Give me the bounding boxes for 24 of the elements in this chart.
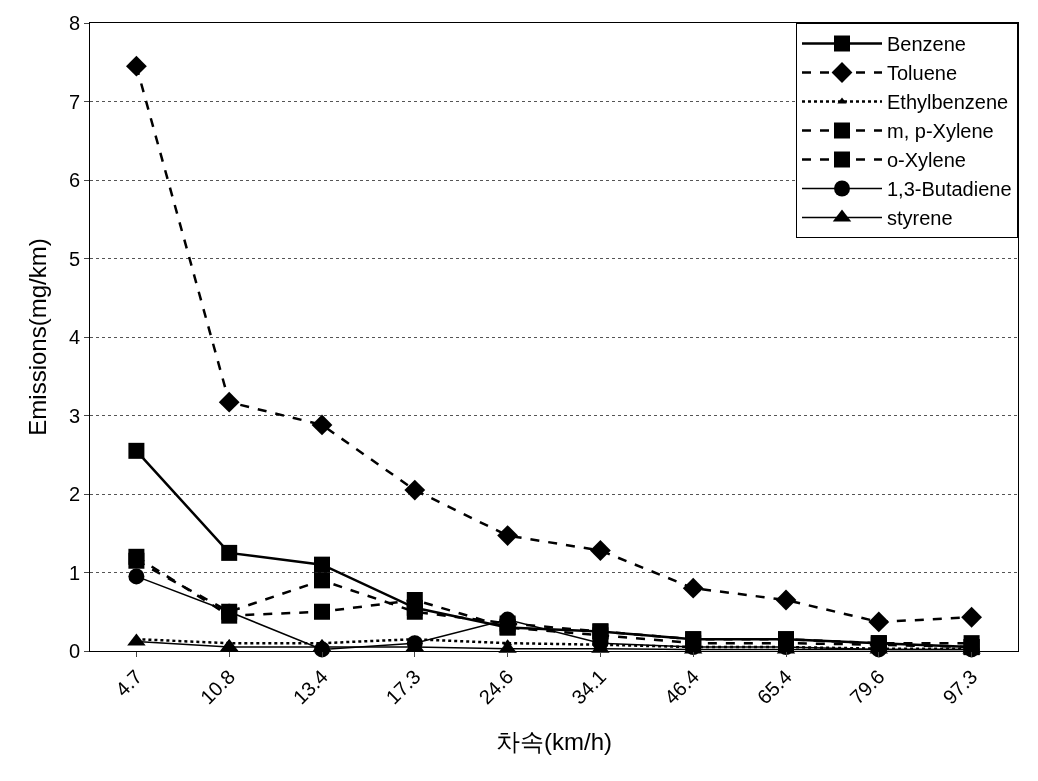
x-axis-title: 차속(km/h) [496,727,612,755]
x-tick-label: 79.6 [845,665,889,709]
legend-label: 1,3-Butadiene [887,178,1012,201]
legend-label: Benzene [887,33,966,56]
x-tick-label: 65.4 [752,665,796,709]
x-tick-label: 34.1 [567,665,611,709]
y-tick-label: 4 [68,326,80,348]
y-tick-label: 5 [68,247,80,270]
y-tick-label: 7 [68,90,80,113]
legend-label: Toluene [887,62,958,85]
y-tick-label: 1 [68,561,80,584]
legend-label: o-Xylene [887,149,966,172]
legend-label: m, p-Xylene [887,120,994,143]
y-tick-label: 3 [68,404,80,427]
x-tick-label: 4.7 [111,665,147,701]
y-tick-label: 2 [68,483,80,505]
x-tick-label: 46.4 [660,665,704,709]
x-tick-label: 97.3 [938,665,982,709]
legend-label: styrene [887,207,953,230]
y-axis-title: Emissions(mg/km) [23,238,51,436]
y-tick-label: 0 [68,640,80,662]
y-tick-label: 8 [68,12,80,34]
legend-label: Ethylbenzene [887,91,1009,114]
y-tick-label: 6 [68,169,80,191]
